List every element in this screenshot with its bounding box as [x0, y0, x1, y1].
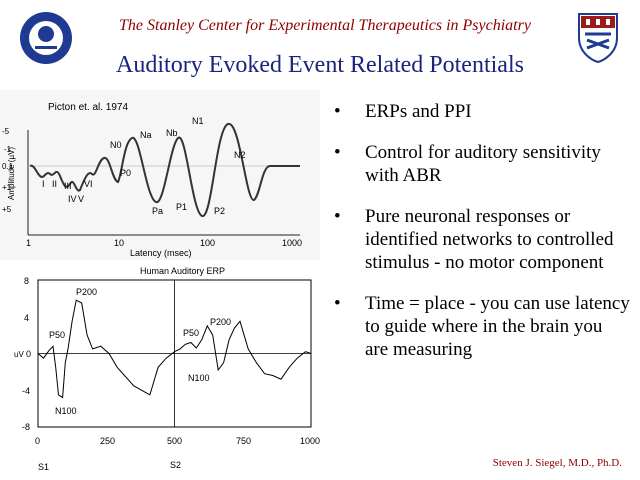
peak-label-n2: N2 — [234, 150, 246, 160]
peak-label-p0: P0 — [120, 168, 131, 178]
erp-ytick: -8 — [22, 422, 30, 432]
stimulus-marker-s2: S2 — [170, 460, 181, 470]
erp-ytick: 0 — [26, 349, 31, 359]
erp-annotation-p200: P200 — [76, 287, 97, 297]
peak-label-n0: N0 — [110, 140, 122, 150]
picton-erp-curve — [29, 123, 300, 218]
erp-annotation-n100-second: N100 — [188, 373, 210, 383]
peak-label-nb: Nb — [166, 128, 178, 138]
erp-ytick: -4 — [22, 386, 30, 396]
picton-ytick: +5 — [2, 205, 12, 214]
penn-shield-logo — [578, 13, 618, 64]
picton-ytick: +1 — [2, 183, 12, 192]
peak-label-v: V — [78, 194, 84, 204]
erp-annotation-p50-second: P50 — [183, 328, 199, 338]
footer-author: Steven J. Siegel, M.D., Ph.D. — [492, 457, 622, 469]
erp-xtick: 1000 — [300, 436, 320, 446]
erp-xtick: 500 — [167, 436, 182, 446]
erp-annotation-p50: P50 — [49, 330, 65, 340]
picton-ytick: 0.1 — [2, 162, 14, 171]
bullet-list: • ERPs and PPI • Control for auditory sens… — [330, 100, 630, 379]
bullet-item: • Time = place - you can use latency to g… — [330, 292, 630, 361]
bullet-symbol: • — [334, 101, 341, 122]
erp-series-line — [37, 299, 312, 399]
peak-label-pa: Pa — [152, 206, 163, 216]
picton-ylabel: Amplitude (µV) — [7, 147, 16, 200]
bullet-symbol: • — [334, 142, 341, 163]
picton-erp-figure: Picton et. al. 1974 -5 -1 0.1 +1 +5 Ampl… — [0, 90, 320, 260]
erp-xtick: 250 — [100, 436, 115, 446]
peak-label-p1: P1 — [176, 202, 187, 212]
erp-xtick: 750 — [236, 436, 251, 446]
slide-title: Auditory Evoked Event Related Potentials — [116, 52, 524, 78]
bullet-symbol: • — [334, 293, 341, 314]
peak-label-p2: P2 — [214, 206, 225, 216]
picton-xtick: 10 — [114, 238, 124, 248]
human-auditory-erp-chart: Human Auditory ERP 8 4 0 -4 -8 uV 0 250 … — [14, 266, 320, 472]
picton-xlabel: Latency (msec) — [130, 248, 192, 258]
picton-xtick: 1000 — [282, 238, 302, 248]
picton-xtick: 1 — [26, 238, 31, 248]
bullet-item: • ERPs and PPI — [330, 100, 630, 123]
stimulus-marker-s1: S1 — [38, 462, 49, 472]
erp-annotation-p200-second: P200 — [210, 317, 231, 327]
header-title: The Stanley Center for Experimental Ther… — [119, 17, 531, 34]
bullet-text: Control for auditory sensitivity with AB… — [365, 142, 601, 186]
picton-citation: Picton et. al. 1974 — [48, 102, 128, 113]
erp-ytick: 8 — [24, 276, 29, 286]
bullet-symbol: • — [334, 206, 341, 227]
peak-label-vi: VI — [84, 179, 93, 189]
peak-label-i: I — [42, 179, 45, 189]
peak-label-n1: N1 — [192, 116, 204, 126]
bullet-text: Time = place - you can use latency to gu… — [365, 293, 630, 360]
peak-label-ii: II — [52, 179, 57, 189]
stanley-center-logo — [20, 12, 72, 64]
peak-label-na: Na — [140, 130, 152, 140]
peak-label-iv: IV — [68, 194, 77, 204]
bullet-text: Pure neuronal responses or identified ne… — [365, 206, 614, 273]
picton-xtick: 100 — [200, 238, 215, 248]
erp-ylabel: uV — [14, 350, 24, 359]
peak-label-iii: III — [64, 181, 72, 191]
picton-ytick: -1 — [4, 145, 12, 154]
erp-annotation-n100: N100 — [55, 406, 77, 416]
bullet-text: ERPs and PPI — [365, 101, 472, 122]
picton-ytick: -5 — [2, 127, 10, 136]
erp-ytick: 4 — [24, 313, 29, 323]
bullet-item: • Control for auditory sensitivity with A… — [330, 141, 630, 187]
erp-chart-title: Human Auditory ERP — [140, 266, 225, 276]
bullet-item: • Pure neuronal responses or identified n… — [330, 205, 630, 274]
erp-xtick: 0 — [35, 436, 40, 446]
